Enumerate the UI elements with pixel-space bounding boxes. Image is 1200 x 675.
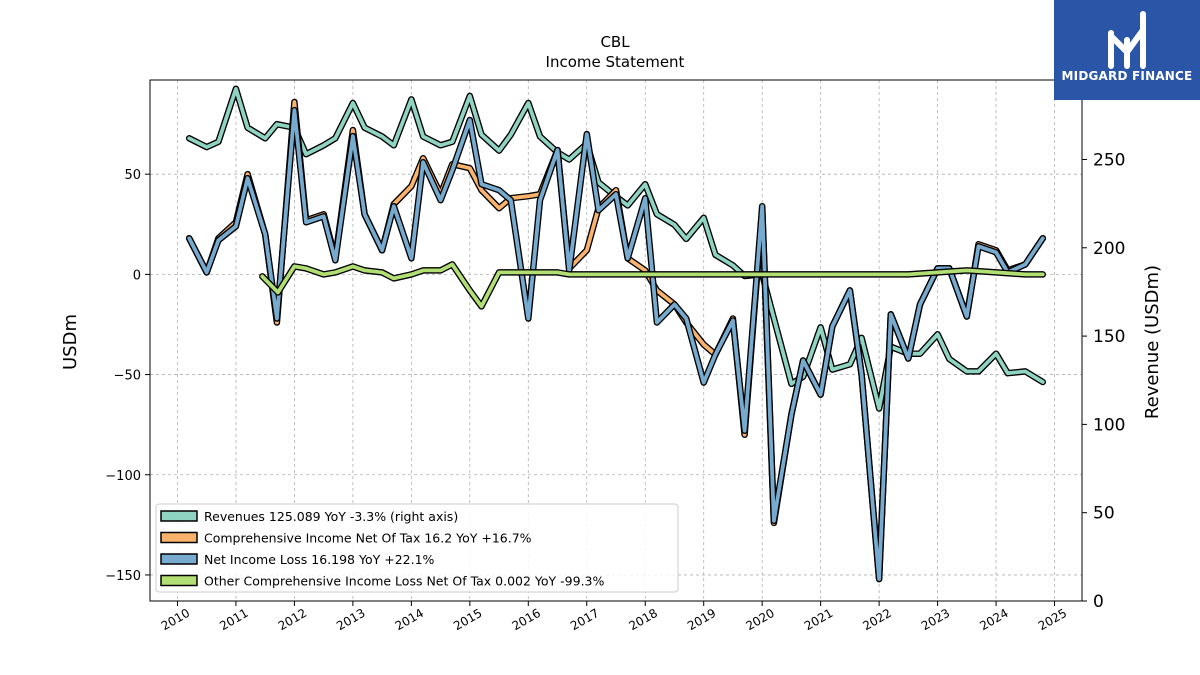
x-tick-label: 2011 <box>217 606 250 633</box>
legend-entry: Revenues 125.089 YoY -3.3% (right axis) <box>204 509 458 524</box>
x-tick-label: 2012 <box>276 606 309 633</box>
y-tick-label-right: 250 <box>1093 150 1125 170</box>
series-lines <box>185 85 1047 583</box>
legend-entry: Other Comprehensive Income Loss Net Of T… <box>204 574 605 589</box>
x-tick-label: 2015 <box>451 606 484 633</box>
midgard-finance-logo: MIDGARD FINANCE <box>1054 0 1200 100</box>
x-tick-label: 2021 <box>802 606 835 633</box>
legend-entry: Net Income Loss 16.198 YoY +22.1% <box>204 552 435 567</box>
x-tick-label: 2019 <box>685 606 718 633</box>
logo-mark-icon <box>1108 11 1146 69</box>
series-revenues-line <box>187 86 1045 411</box>
y-tick-label-right: 0 <box>1093 592 1104 612</box>
y-axis-left-title: USDm <box>60 314 81 370</box>
legend-swatch <box>160 510 198 522</box>
legend-swatch <box>160 574 198 587</box>
y-tick-label-left: −150 <box>105 569 141 584</box>
logo-text: MIDGARD FINANCE <box>1061 69 1193 83</box>
y-tick-label-right: 50 <box>1093 504 1115 524</box>
y-tick-label-left: 0 <box>133 268 141 283</box>
legend-entry: Comprehensive Income Net Of Tax 16.2 YoY… <box>204 531 532 546</box>
legend: Revenues 125.089 YoY -3.3% (right axis) C… <box>155 503 679 593</box>
y-tick-label-left: −50 <box>114 369 141 384</box>
x-tick-label: 2024 <box>977 606 1010 633</box>
legend-swatch <box>160 553 198 565</box>
y-tick-label-right: 150 <box>1093 327 1125 347</box>
x-tick-label: 2017 <box>568 606 601 633</box>
legend-box <box>155 503 679 593</box>
y-tick-label-right: 100 <box>1093 415 1125 435</box>
y-axis-right-title: Revenue (USDm) <box>1142 265 1163 419</box>
series-other-comprehensive-income-loss-net-of-tax-line <box>260 262 1045 309</box>
y-tick-label-left: 50 <box>124 168 141 183</box>
x-tick-label: 2022 <box>860 606 893 633</box>
x-tick-label: 2023 <box>919 606 952 633</box>
x-tick-label: 2013 <box>334 606 367 633</box>
legend-swatch <box>160 531 198 544</box>
y-tick-label-left: −100 <box>105 469 141 484</box>
x-tick-label: 2014 <box>393 606 426 633</box>
y-tick-label-right: 200 <box>1093 239 1125 259</box>
x-tick-label: 2016 <box>510 606 543 633</box>
chart-title: CBL <box>600 33 630 51</box>
chart-subtitle: Income Statement <box>546 53 685 71</box>
x-tick-label: 2018 <box>627 606 660 633</box>
x-tick-label: 2020 <box>743 606 776 633</box>
x-tick-label: 2025 <box>1036 606 1069 633</box>
series-revenues-outline <box>185 85 1047 412</box>
x-tick-label: 2010 <box>159 606 192 633</box>
series-net-income-loss-line <box>187 108 1045 581</box>
plot-frame <box>149 79 1083 602</box>
